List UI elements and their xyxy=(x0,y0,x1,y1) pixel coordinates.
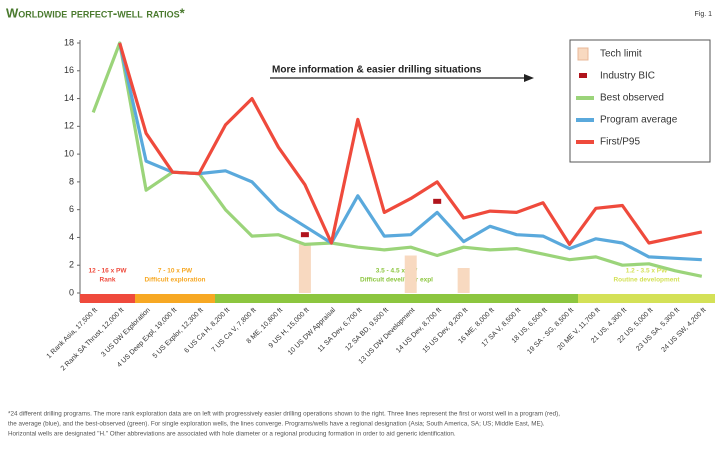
y-tick-label: 16 xyxy=(64,65,74,75)
region-band xyxy=(578,294,715,303)
chart-title: Worldwide perfect-well ratios* xyxy=(6,5,186,20)
marker xyxy=(433,198,442,204)
footnote: *24 different drilling programs. The mor… xyxy=(8,411,560,418)
marker xyxy=(300,232,309,238)
legend-swatch xyxy=(579,73,587,78)
legend-label: Industry BIC xyxy=(600,71,655,82)
x-tick-label: 6 US Ca H, 8,200 ft xyxy=(183,307,231,355)
line xyxy=(118,42,703,246)
x-tick-label: 24 US SW, 4,200 ft xyxy=(660,307,707,354)
region-band xyxy=(215,294,578,303)
line xyxy=(118,42,702,262)
y-tick-label: 2 xyxy=(69,260,74,270)
y-tick-label: 6 xyxy=(69,204,74,214)
x-tick-label: 10 US DW Appraisal xyxy=(287,306,337,356)
bar xyxy=(457,268,470,293)
region-ratio: 1.2 - 3.5 x PW xyxy=(626,268,668,275)
x-tick-label: 1 Rank Asia, 17,500 ft xyxy=(46,307,99,360)
region-label: Difficult devel/near expl xyxy=(360,277,433,284)
region-band xyxy=(80,294,135,303)
bar xyxy=(404,255,417,293)
bar xyxy=(298,243,311,293)
x-tick-label: 19 SA - SG, 8,500 ft xyxy=(526,307,575,356)
y-tick-label: 0 xyxy=(69,287,74,297)
footnote: the average (blue), and the best-observe… xyxy=(8,421,545,428)
region-ratio: 12 - 16 x PW xyxy=(89,268,128,275)
x-tick-label: 15 US Dev, 9,200 ft xyxy=(422,307,470,355)
y-tick-label: 8 xyxy=(69,176,74,186)
region-band xyxy=(135,294,215,303)
region-label: Routine development xyxy=(613,277,680,284)
y-tick-label: 18 xyxy=(64,37,74,47)
y-tick-label: 10 xyxy=(64,148,74,158)
arrow-head xyxy=(524,74,534,82)
region-ratio: 7 - 10 x PW xyxy=(158,268,193,275)
region-label: Difficult exploration xyxy=(144,277,205,284)
annotation: More information & easier drilling situa… xyxy=(272,65,482,76)
x-tick-label: 11 SA Dev, 6,700 ft xyxy=(317,307,364,354)
x-tick-label: 14 US Dev, 8,700 ft xyxy=(395,307,443,355)
legend-label: Program average xyxy=(600,115,678,126)
x-tick-label: 5 US Explor, 12,300 ft xyxy=(152,307,205,360)
x-tick-label: 7 US Ca V, 7,800 ft xyxy=(211,307,258,354)
y-tick-label: 12 xyxy=(64,121,74,131)
y-tick-label: 14 xyxy=(64,93,74,103)
legend-label: First/P95 xyxy=(600,137,640,148)
legend-swatch xyxy=(577,47,589,61)
legend-label: Tech limit xyxy=(600,49,642,60)
x-tick-label: 3 US DW Exploration xyxy=(100,307,152,359)
legend-label: Best observed xyxy=(600,93,664,104)
y-tick-label: 4 xyxy=(69,232,74,242)
region-ratio: 3.5 - 4.5 x PW xyxy=(376,268,418,275)
figure-label: Fig. 1 xyxy=(694,11,712,18)
footnote: Horizontal wells are designated "H." Oth… xyxy=(8,431,456,438)
region-label: Rank xyxy=(100,277,116,284)
